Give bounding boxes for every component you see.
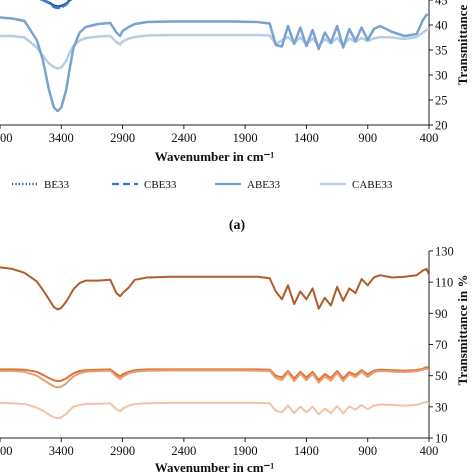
x-tick-label: 3900	[0, 444, 13, 458]
x-tick-label: 1400	[294, 444, 319, 458]
y-axis-label: Transmittance in %	[455, 275, 470, 386]
x-tick-label: 400	[420, 444, 439, 458]
x-tick-label: 3400	[49, 131, 74, 145]
y-tick-label: 35	[435, 44, 448, 58]
y-tick-label: 25	[435, 94, 448, 108]
y-axis-label: Transmittance	[455, 4, 470, 85]
y-tick-label: 30	[435, 400, 448, 414]
x-tick-label: 900	[358, 444, 377, 458]
x-tick-label: 900	[358, 131, 377, 145]
series-line-abe33	[0, 12, 429, 113]
x-tick-label: 1900	[233, 131, 258, 145]
y-tick-label: 10	[435, 432, 448, 446]
x-axis-label: Wavenumber in cm⁻¹	[155, 460, 275, 474]
series-line-3	[0, 367, 429, 389]
panel-a-legend: BE33 CBE33 ABE33 CABE33	[12, 179, 393, 191]
x-tick-label: 3400	[49, 444, 74, 458]
y-tick-label: 45	[435, 0, 448, 8]
y-tick-label: 90	[435, 307, 448, 321]
x-tick-label: 1400	[294, 131, 319, 145]
y-tick-label: 130	[435, 245, 454, 259]
legend-label-cabe33: CABE33	[352, 179, 393, 191]
plot-area	[0, 0, 429, 113]
x-tick-label: 3900	[0, 131, 13, 145]
x-tick-label: 2400	[171, 444, 196, 458]
series-line-2	[0, 366, 429, 383]
series-line-cbe33	[39, 0, 73, 10]
x-tick-label: 400	[420, 131, 439, 145]
y-tick-label: 70	[435, 338, 448, 352]
x-tick-label: 2900	[110, 131, 135, 145]
legend-label-be33: BE33	[44, 179, 70, 191]
x-tick-label: 2900	[110, 444, 135, 458]
x-tick-label: 2400	[171, 131, 196, 145]
y-tick-label: 50	[435, 369, 448, 383]
y-tick-label: 30	[435, 69, 448, 83]
x-tick-label: 1900	[233, 444, 258, 458]
legend-label-abe33: ABE33	[247, 179, 281, 191]
x-axis-label: Wavenumber in cm⁻¹	[155, 149, 275, 164]
y-tick-label: 40	[435, 19, 448, 33]
plot-area	[0, 266, 429, 420]
series-line-4	[0, 400, 429, 420]
y-tick-label: 110	[435, 276, 453, 290]
panel-a-caption: (a)	[229, 218, 246, 233]
legend-label-cbe33: CBE33	[144, 179, 177, 191]
series-line-1	[0, 266, 429, 311]
y-tick-label: 20	[435, 119, 448, 133]
